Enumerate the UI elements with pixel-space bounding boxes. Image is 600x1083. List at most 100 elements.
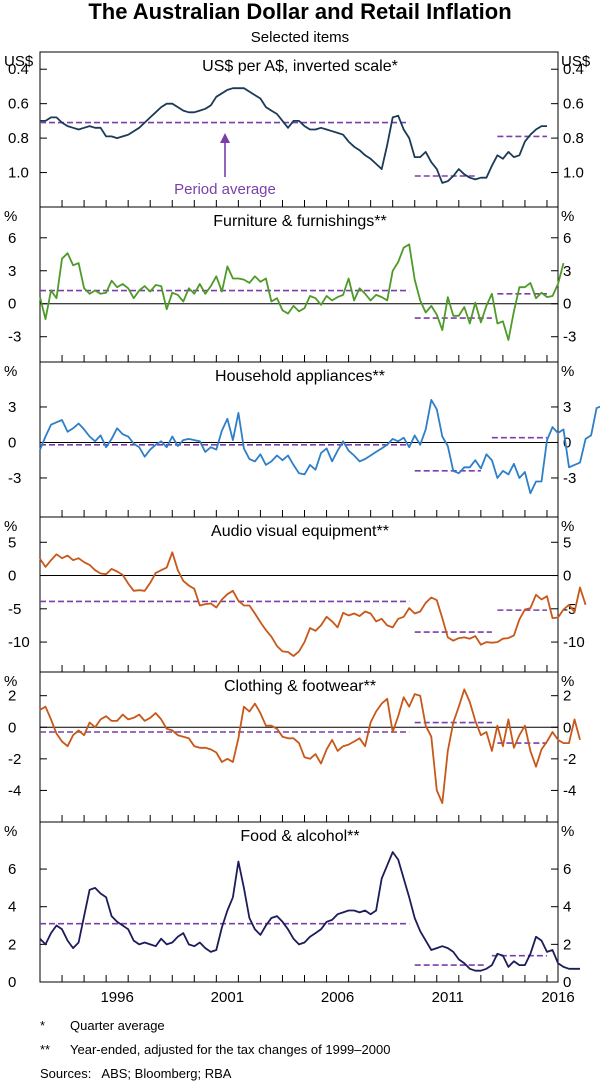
panels: 0.4 0.4 0.6 0.6 0.8 0.8 1.0 1.0 US$ US$ US$ per A$… — [4, 51, 600, 991]
x-tick-label: 2006 — [321, 989, 354, 1006]
panel-title: Clothing & footwear** — [224, 678, 376, 695]
y-tick-label-left: 0.6 — [8, 96, 29, 113]
x-tick-label: 2016 — [541, 989, 574, 1006]
y-tick-label-right: 3 — [563, 399, 571, 416]
y-tick-label-left: 0 — [8, 568, 16, 585]
panel-2: 6 6 3 3 0 0 -3 -3% % Furniture & furnishings** — [4, 206, 576, 363]
unit-label-left: % — [4, 208, 17, 225]
y-tick-label-right: -2 — [563, 751, 576, 768]
y-tick-label-right: 2 — [563, 688, 571, 705]
y-tick-label-left: 4 — [8, 899, 16, 916]
panel-frame — [39, 51, 559, 208]
y-tick-label-right: -10 — [563, 634, 585, 651]
panel-frame — [39, 516, 559, 673]
y-tick-label-left: -3 — [8, 329, 21, 346]
y-tick-label-right: 6 — [563, 861, 571, 878]
panel-6: 6 6 4 4 2 2 0 0% % Food & alcohol** — [4, 821, 580, 991]
unit-label-right: % — [561, 823, 574, 840]
chart-title: The Australian Dollar and Retail Inflati… — [88, 0, 511, 24]
series-line — [39, 851, 580, 972]
y-tick-label-right: 1.0 — [563, 165, 584, 182]
y-tick-label-right: 2 — [563, 936, 571, 953]
series-line — [40, 87, 547, 184]
y-tick-label-left: 0 — [8, 974, 16, 991]
y-tick-label-right: -5 — [563, 601, 576, 618]
panel-1: 0.4 0.4 0.6 0.6 0.8 0.8 1.0 1.0 US$ US$ US$ per A$… — [4, 51, 591, 208]
unit-label-left: % — [4, 823, 17, 840]
unit-label-right: % — [561, 363, 574, 380]
y-tick-label-left: 1.0 — [8, 165, 29, 182]
footnote-2-text: Year-ended, adjusted for the tax changes… — [70, 1042, 390, 1057]
y-tick-label-right: 3 — [563, 263, 571, 280]
unit-label-left: US$ — [4, 53, 34, 70]
x-tick-label: 2001 — [211, 989, 244, 1006]
panel-4: 5 5 0 0 -5 -5 -10 -10% % Audio visual equipment** — [4, 516, 587, 673]
y-tick-label-right: 0 — [563, 568, 571, 585]
y-tick-label-left: 6 — [8, 861, 16, 878]
footnote-1-mark: * — [40, 1018, 45, 1033]
y-tick-label-right: 0.4 — [563, 61, 584, 78]
panel-title: Household appliances** — [215, 368, 385, 385]
series-line — [39, 688, 581, 804]
y-tick-label-right: -4 — [563, 782, 576, 799]
y-tick-label-left: 0 — [8, 719, 16, 736]
chart-subtitle: Selected items — [251, 29, 349, 46]
y-tick-label-right: 0.8 — [563, 130, 584, 147]
y-tick-label-left: 6 — [8, 230, 16, 247]
unit-label-right: US$ — [561, 53, 591, 70]
y-tick-label-left: 0.4 — [8, 61, 29, 78]
footnote-1-text: Quarter average — [70, 1018, 165, 1033]
y-tick-label-left: 2 — [8, 688, 16, 705]
unit-label-left: % — [4, 363, 17, 380]
x-axis: 1996 2001 2006 2011 2016 — [39, 200, 575, 1006]
panel-frame — [39, 206, 559, 363]
y-tick-label-right: 0 — [563, 296, 571, 313]
y-tick-label-left: 3 — [8, 263, 16, 280]
y-tick-label-left: 3 — [8, 399, 16, 416]
panel-5: 2 2 0 0 -2 -2 -4 -4% % Clothing & footwear** — [4, 671, 581, 823]
unit-label-left: % — [4, 673, 17, 690]
y-tick-label-right: 5 — [563, 534, 571, 551]
y-tick-label-left: 0 — [8, 296, 16, 313]
series-line — [39, 243, 565, 341]
period-average-annotation: Period average — [174, 133, 276, 198]
panel-frame — [39, 361, 559, 518]
panel-title: US$ per A$, inverted scale* — [202, 58, 398, 75]
y-tick-label-left: 0.8 — [8, 130, 29, 147]
y-tick-label-right: 6 — [563, 230, 571, 247]
footnotes: * Quarter average ** Year-ended, adjuste… — [40, 1018, 390, 1081]
series-line — [39, 398, 600, 495]
unit-label-right: % — [561, 208, 574, 225]
panel-title: Furniture & furnishings** — [213, 213, 386, 230]
y-tick-label-left: -3 — [8, 470, 21, 487]
y-tick-label-left: -4 — [8, 782, 21, 799]
y-tick-label-right: 0 — [563, 434, 571, 451]
y-tick-label-right: 4 — [563, 899, 571, 916]
unit-label-right: % — [561, 518, 574, 535]
y-tick-label-right: -3 — [563, 329, 576, 346]
annotation-arrowhead — [220, 133, 230, 143]
x-tick-label: 1996 — [100, 989, 133, 1006]
sources: Sources: ABS; Bloomberg; RBA — [40, 1066, 232, 1081]
series-line — [39, 551, 587, 657]
panel-frame — [39, 821, 559, 983]
panel-3: 3 3 0 0 -3 -3% % Household appliances** — [4, 361, 600, 518]
y-tick-label-left: -10 — [8, 634, 30, 651]
unit-label-right: % — [561, 673, 574, 690]
unit-label-left: % — [4, 518, 17, 535]
panel-title: Audio visual equipment** — [211, 523, 389, 540]
y-tick-label-right: 0 — [563, 719, 571, 736]
y-tick-label-left: -5 — [8, 601, 21, 618]
annotation-label: Period average — [174, 181, 276, 198]
y-tick-label-right: 0 — [563, 974, 571, 991]
y-tick-label-left: 5 — [8, 534, 16, 551]
footnote-2-mark: ** — [40, 1042, 50, 1057]
panel-title: Food & alcohol** — [240, 828, 359, 845]
y-tick-label-left: 2 — [8, 936, 16, 953]
y-tick-label-right: -3 — [563, 470, 576, 487]
x-tick-label: 2011 — [432, 989, 464, 1006]
y-tick-label-left: -2 — [8, 751, 21, 768]
y-tick-label-left: 0 — [8, 434, 16, 451]
y-tick-label-right: 0.6 — [563, 96, 584, 113]
